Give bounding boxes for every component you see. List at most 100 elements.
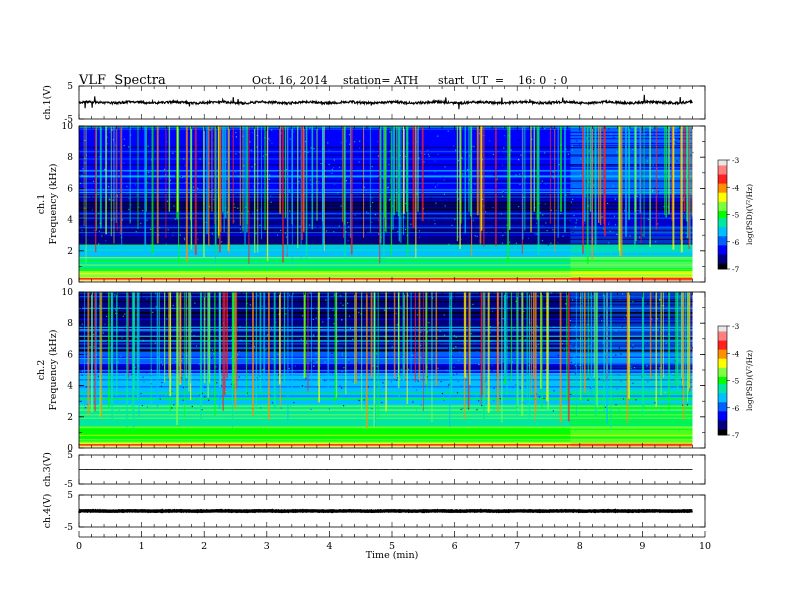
noise-speck [390, 181, 392, 183]
noise-speck [260, 208, 262, 210]
noise-speck [269, 174, 271, 176]
colorbar-segment [718, 336, 727, 340]
noise-speck [550, 326, 552, 329]
noise-speck [154, 342, 156, 344]
noise-speck [213, 353, 215, 355]
noise-speck [503, 134, 506, 137]
noise-speck [101, 316, 103, 318]
noise-speck [238, 175, 240, 177]
noise-speck [678, 300, 680, 302]
noise-speck [183, 239, 186, 241]
noise-speck [660, 135, 662, 137]
noise-speck [84, 139, 86, 142]
noise-speck [125, 223, 128, 226]
noise-speck [92, 333, 95, 336]
noise-speck [601, 156, 603, 158]
noise-speck [369, 318, 371, 320]
noise-speck [97, 376, 99, 378]
noise-speck [576, 356, 578, 358]
ch1-waveform [78, 94, 693, 110]
noise-speck [492, 153, 494, 156]
noise-speck [496, 178, 498, 180]
noise-speck [508, 360, 511, 362]
noise-speck [338, 166, 341, 169]
noise-speck [383, 309, 385, 311]
noise-speck [293, 401, 295, 404]
noise-speck [312, 360, 314, 362]
noise-speck [623, 210, 626, 212]
noise-speck [97, 193, 99, 195]
noise-speck [209, 144, 212, 146]
colorbar-segment [718, 172, 727, 175]
noise-speck [616, 207, 618, 209]
colorbar-segment [718, 167, 727, 170]
noise-speck [576, 140, 578, 142]
noise-speck [208, 206, 211, 208]
noise-speck [576, 219, 578, 221]
noise-speck [535, 198, 537, 200]
noise-speck [128, 208, 130, 211]
noise-speck [448, 243, 450, 245]
noise-speck [657, 191, 660, 193]
noise-speck [300, 308, 302, 310]
noise-speck [437, 222, 440, 224]
noise-speck [458, 141, 460, 143]
noise-speck [657, 318, 659, 320]
y-tick-label: -5 [64, 115, 73, 125]
noise-speck [585, 137, 588, 140]
colorbar-tick-label: -7 [732, 431, 740, 440]
noise-speck [613, 136, 615, 139]
noise-speck [289, 329, 291, 332]
noise-speck [241, 212, 243, 215]
noise-speck [658, 155, 661, 157]
noise-speck [333, 294, 335, 296]
noise-speck [320, 349, 322, 351]
noise-speck [653, 320, 655, 322]
noise-speck [353, 315, 355, 317]
noise-speck [280, 407, 282, 409]
noise-speck [467, 168, 469, 171]
noise-speck [165, 243, 167, 245]
colorbar-segment [718, 256, 727, 259]
colorbar-segment [718, 369, 727, 372]
noise-speck [624, 203, 626, 205]
noise-speck [343, 347, 345, 349]
noise-speck [659, 298, 661, 301]
noise-speck [676, 160, 678, 162]
noise-speck [345, 231, 347, 233]
noise-speck [613, 215, 616, 217]
noise-speck [233, 220, 235, 222]
noise-speck [690, 189, 692, 191]
noise-speck [195, 408, 197, 410]
noise-speck [146, 298, 148, 300]
noise-speck [664, 391, 666, 393]
noise-speck [427, 328, 429, 330]
noise-speck [545, 222, 547, 224]
noise-speck [301, 315, 304, 317]
noise-speck [333, 401, 335, 403]
noise-speck [309, 292, 311, 294]
noise-speck [443, 193, 446, 195]
noise-speck [510, 389, 512, 391]
noise-speck [478, 400, 480, 402]
noise-speck [458, 359, 460, 361]
noise-speck [609, 229, 611, 231]
noise-speck [97, 326, 99, 328]
noise-speck [370, 221, 373, 223]
noise-speck [555, 202, 557, 204]
noise-speck [519, 387, 521, 389]
noise-speck [553, 326, 555, 328]
noise-speck [168, 314, 170, 317]
noise-speck [354, 214, 356, 217]
noise-speck [276, 167, 279, 169]
noise-speck [358, 161, 360, 163]
noise-speck [539, 212, 541, 214]
noise-speck [268, 178, 270, 180]
noise-speck [341, 370, 343, 373]
y-tick-label: -5 [64, 480, 73, 490]
noise-speck [617, 373, 619, 376]
noise-speck [298, 338, 300, 340]
noise-speck [240, 367, 242, 369]
noise-speck [278, 171, 280, 173]
noise-speck [216, 382, 218, 384]
